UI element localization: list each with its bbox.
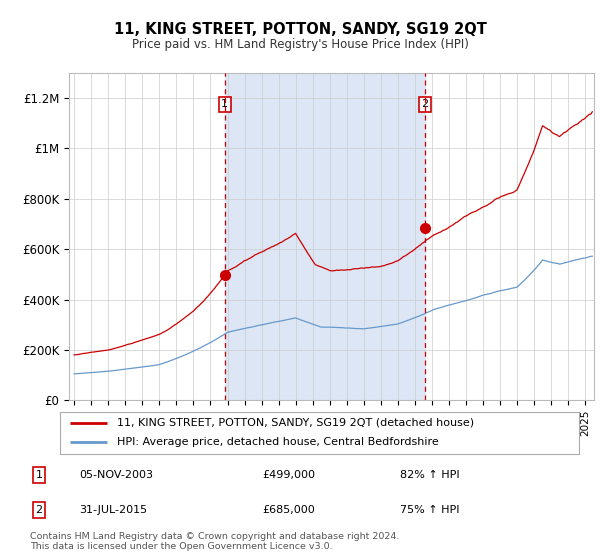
Text: 2: 2 <box>35 505 43 515</box>
Text: 11, KING STREET, POTTON, SANDY, SG19 2QT (detached house): 11, KING STREET, POTTON, SANDY, SG19 2QT… <box>117 418 474 428</box>
FancyBboxPatch shape <box>60 412 579 454</box>
Text: £685,000: £685,000 <box>262 505 314 515</box>
Text: Price paid vs. HM Land Registry's House Price Index (HPI): Price paid vs. HM Land Registry's House … <box>131 38 469 50</box>
Text: HPI: Average price, detached house, Central Bedfordshire: HPI: Average price, detached house, Cent… <box>117 437 439 447</box>
Bar <box>225 73 425 400</box>
Text: Contains HM Land Registry data © Crown copyright and database right 2024.
This d: Contains HM Land Registry data © Crown c… <box>30 532 400 552</box>
Text: 31-JUL-2015: 31-JUL-2015 <box>80 505 148 515</box>
Text: 11, KING STREET, POTTON, SANDY, SG19 2QT: 11, KING STREET, POTTON, SANDY, SG19 2QT <box>113 22 487 38</box>
Text: 1: 1 <box>35 470 43 480</box>
Text: 2: 2 <box>421 99 428 109</box>
Text: £499,000: £499,000 <box>262 470 315 480</box>
Text: 1: 1 <box>221 99 228 109</box>
Text: 82% ↑ HPI: 82% ↑ HPI <box>400 470 460 480</box>
Text: 05-NOV-2003: 05-NOV-2003 <box>80 470 154 480</box>
Text: 75% ↑ HPI: 75% ↑ HPI <box>400 505 460 515</box>
